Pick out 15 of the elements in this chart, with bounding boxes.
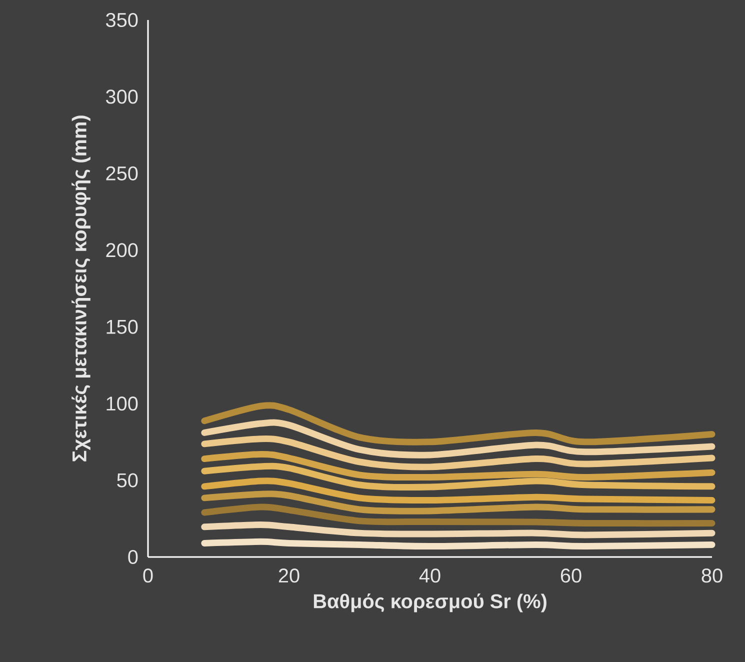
y-tick-label: 100: [106, 396, 138, 411]
y-tick-label: 350: [106, 12, 138, 28]
y-tick-label: 300: [106, 90, 138, 104]
x-tick-label: 40: [419, 568, 440, 583]
x-tick-label: 60: [560, 568, 582, 583]
y-tick-label: 50: [117, 473, 138, 488]
y-tick-label: 0: [128, 550, 138, 564]
x-axis-title: Βαθμός κορεσμού Sr (%): [314, 593, 546, 612]
y-axis-title: Σχετικές μετακινήσεις κορυφής (mm): [72, 116, 90, 462]
x-tick-label: 0: [143, 568, 153, 583]
x-tick-label: 20: [278, 568, 300, 583]
y-tick-label: 250: [106, 166, 138, 180]
x-tick-label: 80: [702, 568, 722, 583]
y-tick-label: 200: [106, 243, 138, 258]
y-tick-label: 150: [106, 320, 138, 334]
